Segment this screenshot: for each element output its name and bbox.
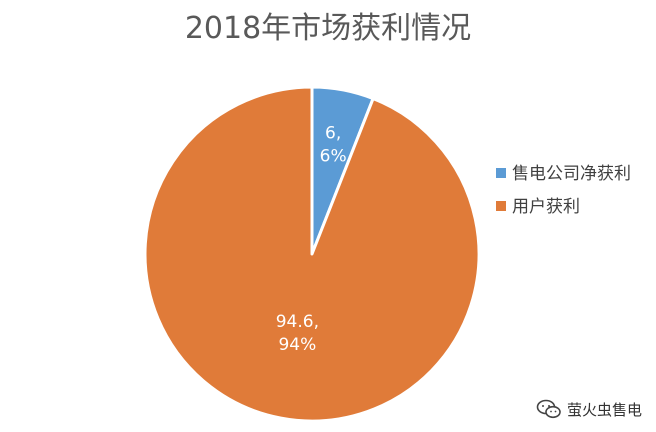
legend-label-1: 售电公司净获利: [512, 164, 631, 184]
legend-swatch-2: [496, 201, 506, 211]
slice-percent-label-2: 94%: [278, 335, 316, 355]
wechat-logo-icon: [536, 399, 561, 419]
slice-value-label-2: 94.6,: [276, 312, 319, 332]
chart-title: 2018年市场获利情况: [185, 11, 471, 46]
watermark-text: 萤火虫售电: [566, 400, 642, 419]
slice-percent-label-1: 6%: [320, 146, 347, 166]
pie-slice-2: [143, 85, 481, 423]
legend-label-2: 用户获利: [512, 197, 580, 217]
pie-slices: [143, 85, 481, 423]
slice-value-label-1: 6,: [325, 123, 341, 143]
legend-swatch-1: [496, 168, 506, 178]
pie-data-labels: 6, 6% 94.6, 94%: [276, 123, 347, 355]
watermark: 萤火虫售电: [536, 398, 642, 420]
